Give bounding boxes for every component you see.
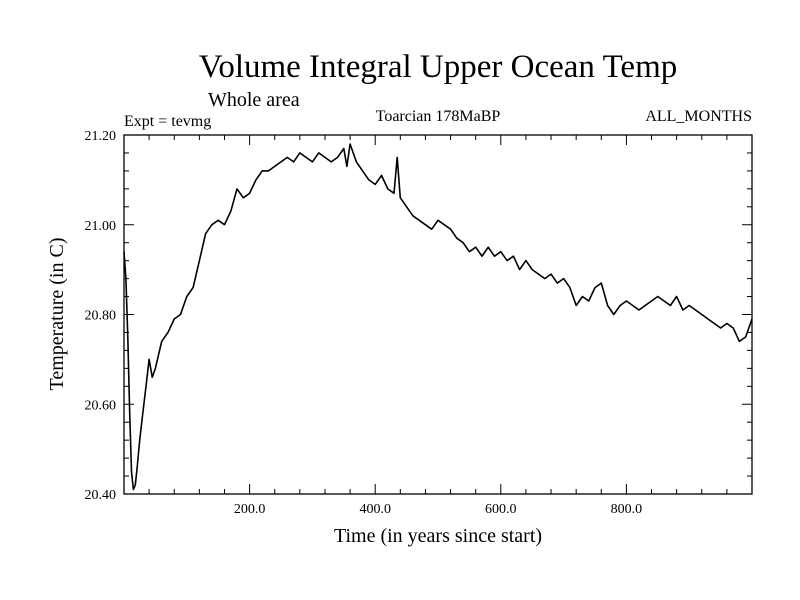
series-layer: [123, 143, 753, 491]
y-tick-label: 21.20: [85, 129, 117, 144]
y-tick-label: 20.80: [85, 309, 117, 324]
plot-frame: [123, 134, 753, 495]
y-axis-ticks: 20.40 20.60 20.80 21.00 21.20: [85, 129, 752, 503]
chart-subtitle: Whole area: [208, 89, 300, 111]
experiment-label: Expt = tevmg: [124, 113, 211, 130]
period-label: Toarcian 178MaBP: [376, 108, 501, 125]
x-tick-label: 600.0: [485, 502, 517, 517]
y-tick-label: 20.40: [85, 488, 117, 503]
x-tick-label: 200.0: [234, 502, 266, 517]
x-axis-label: Time (in years since start): [334, 525, 542, 547]
months-label: ALL_MONTHS: [645, 108, 752, 125]
chart-title: Volume Integral Upper Ocean Temp: [199, 49, 677, 85]
y-tick-label: 21.00: [85, 219, 117, 234]
x-axis-ticks: 200.0 400.0 600.0 800.0: [148, 135, 728, 517]
series-line: [123, 143, 753, 491]
x-tick-label: 400.0: [359, 502, 391, 517]
y-axis-label: Temperature (in C): [46, 238, 68, 391]
y-tick-label: 20.60: [85, 398, 117, 413]
x-tick-label: 800.0: [611, 502, 643, 517]
